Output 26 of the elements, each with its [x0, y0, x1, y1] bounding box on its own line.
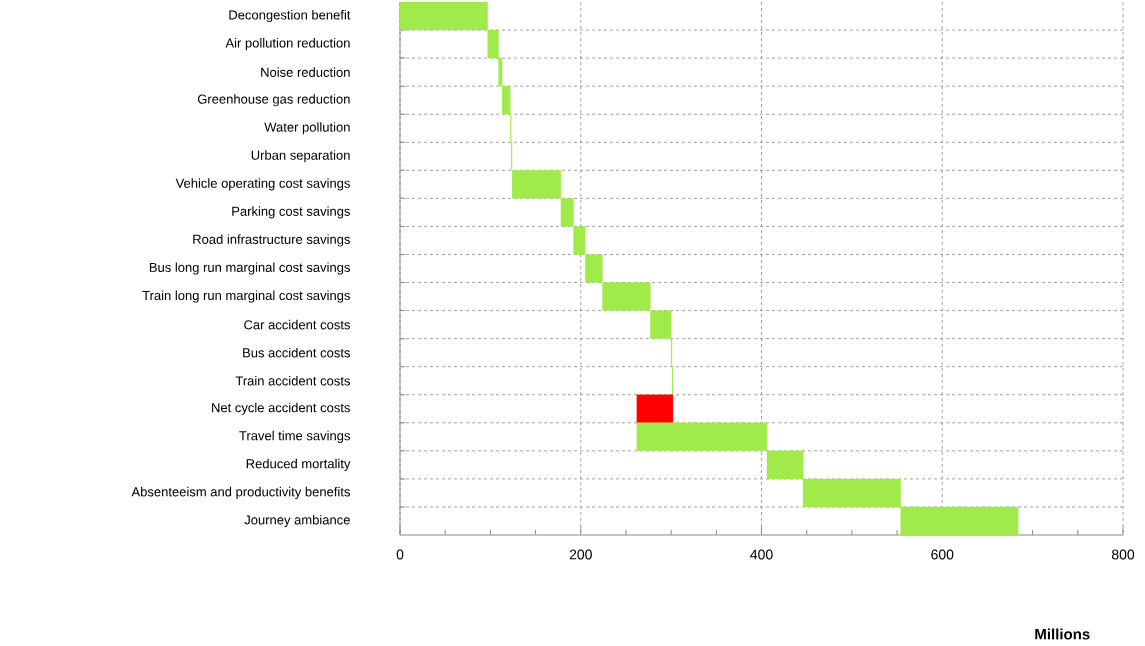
y-tick-label: Train accident costs — [235, 375, 350, 386]
y-tick-label: Urban separation — [251, 150, 350, 163]
x-tick-label: 200 — [569, 549, 592, 560]
y-tick-label: Travel time savings — [239, 430, 350, 443]
y-tick-label: Water pollution — [264, 122, 350, 135]
y-tick-label: Net cycle accident costs — [212, 402, 350, 415]
x-axis-title: Millions — [1035, 628, 1090, 640]
y-tick-label: Decongestion benefit — [229, 9, 351, 23]
y-tick-label: Vehicle operating cost savings — [175, 178, 350, 191]
y-tick-label: Greenhouse gas reduction — [197, 94, 350, 107]
y-tick-label: Train long run marginal cost savings — [142, 290, 350, 303]
x-tick-label: 400 — [750, 549, 773, 560]
y-tick-label: Reduced mortality — [246, 458, 351, 471]
y-tick-label: Car accident costs — [244, 319, 350, 330]
y-tick-label: Journey ambiance — [244, 514, 350, 528]
y-tick-label: Noise reduction — [261, 67, 350, 77]
y-tick-label: Bus accident costs — [243, 347, 350, 358]
bar — [636, 394, 674, 423]
x-tick-label: 800 — [1111, 549, 1135, 560]
y-tick-label: Road infrastructure savings — [193, 234, 350, 247]
y-tick-label: Absenteeism and productivity benefits — [131, 486, 350, 499]
y-tick-label: Air pollution reduction — [225, 38, 350, 51]
x-tick-label: 0 — [396, 549, 404, 560]
x-tick-label: 600 — [931, 549, 954, 560]
y-tick-label: Bus long run marginal cost savings — [149, 262, 350, 275]
y-tick-label: Parking cost savings — [232, 206, 350, 219]
